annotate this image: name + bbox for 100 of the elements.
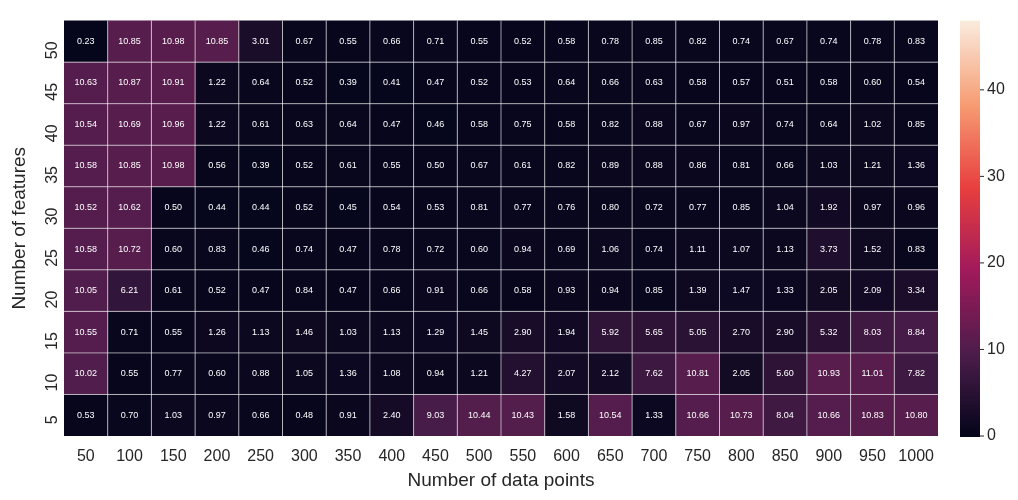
data-label: 0.85 [645,35,663,46]
data-label: 10.44 [467,409,491,420]
data-label: 1.33 [645,409,663,420]
data-label: 1.92 [819,202,838,213]
x-tick-label: 750 [684,447,712,465]
data-label: 1.22 [208,77,226,88]
x-axis-title: Number of data points [407,468,595,490]
data-label: 0.60 [470,243,488,254]
y-axis-title: Number of features [7,146,29,310]
data-label: 1.06 [601,243,620,254]
x-tick-label: 850 [771,447,799,465]
data-label: 0.39 [339,77,357,88]
data-label: 10.02 [74,368,98,379]
data-label: 0.83 [907,243,925,254]
data-label: 0.46 [426,118,445,129]
data-label: 10.87 [118,77,141,88]
data-label: 0.60 [208,368,226,379]
data-label: 10.98 [161,35,185,46]
data-label: 0.93 [557,285,576,296]
y-tick-label: 15 [43,332,61,350]
data-label: 10.54 [598,409,622,420]
data-label: 0.58 [819,77,838,88]
data-label: 0.80 [601,202,620,213]
data-label: 1.29 [426,326,445,337]
data-label: 0.77 [164,368,183,379]
y-tick-label: 30 [43,207,61,226]
y-tick-label: 10 [43,373,61,392]
data-label: 2.90 [776,326,794,337]
color-bar-label: 0 [987,426,996,444]
data-label: 0.52 [295,202,314,213]
data-label: 0.97 [732,118,751,129]
data-label: 1.07 [732,243,751,254]
data-label: 9.03 [426,409,445,420]
data-label: 8.04 [776,409,794,420]
data-label: 0.74 [776,118,794,129]
data-label: 1.36 [339,368,357,379]
data-label: 10.98 [161,160,185,171]
data-label: 5.32 [819,326,838,337]
data-label: 0.72 [645,202,663,213]
data-label: 10.93 [817,368,841,379]
x-tick-label: 150 [159,447,187,465]
data-label: 0.88 [645,160,663,171]
data-label: 2.40 [382,409,401,420]
data-label: 0.47 [251,285,270,296]
data-label: 1.22 [208,118,226,129]
data-label: 0.96 [907,202,925,213]
data-label: 10.66 [817,409,841,420]
data-label: 0.61 [251,118,270,129]
y-tick-label: 25 [43,248,61,267]
data-label: 1.39 [688,285,707,296]
data-label: 0.94 [601,285,620,296]
data-label: 1.36 [907,160,925,171]
data-label: 0.88 [251,368,270,379]
data-label: 0.53 [426,202,445,213]
data-label: 0.78 [863,35,882,46]
data-label: 0.44 [251,202,270,213]
data-label: 5.92 [601,326,620,337]
data-label: 0.64 [819,118,838,129]
y-tick-label: 35 [43,165,61,184]
data-label: 0.85 [907,118,925,129]
x-tick-label: 950 [859,447,886,465]
data-label: 2.90 [514,326,532,337]
data-label: 5.05 [688,326,707,337]
data-label: 0.39 [251,160,270,171]
x-tick-label: 600 [553,447,580,465]
data-label: 0.66 [382,285,401,296]
data-label: 0.47 [339,285,357,296]
data-label: 4.27 [514,368,532,379]
data-label: 0.55 [164,326,183,337]
data-label: 1.13 [382,326,401,337]
data-label: 1.04 [776,202,794,213]
data-label: 0.58 [557,118,576,129]
data-label: 0.57 [732,77,751,88]
data-label: 0.67 [688,118,707,129]
data-label: 0.61 [514,160,532,171]
data-label: 0.71 [120,326,139,337]
data-label: 0.47 [339,243,357,254]
x-tick-label: 1000 [898,447,935,465]
data-label: 1.08 [382,368,401,379]
data-label: 1.94 [557,326,576,337]
data-label: 1.45 [470,326,488,337]
data-label: 0.74 [819,35,838,46]
data-label: 10.83 [861,409,884,420]
data-label: 0.69 [557,243,576,254]
data-label: 7.82 [907,368,925,379]
data-label: 0.58 [470,118,488,129]
data-label: 1.13 [776,243,794,254]
data-label: 10.91 [161,77,185,88]
data-label: 0.66 [251,409,270,420]
y-tick-label: 40 [43,124,61,143]
data-label: 2.07 [557,368,576,379]
data-label: 10.58 [74,243,98,254]
x-tick-label: 650 [596,447,624,465]
data-label: 8.84 [907,326,925,337]
data-label: 0.52 [295,160,314,171]
data-label: 0.50 [164,202,183,213]
data-label: 10.43 [511,409,535,420]
data-label: 0.47 [426,77,445,88]
data-label: 0.66 [382,35,401,46]
data-label: 1.52 [863,243,882,254]
